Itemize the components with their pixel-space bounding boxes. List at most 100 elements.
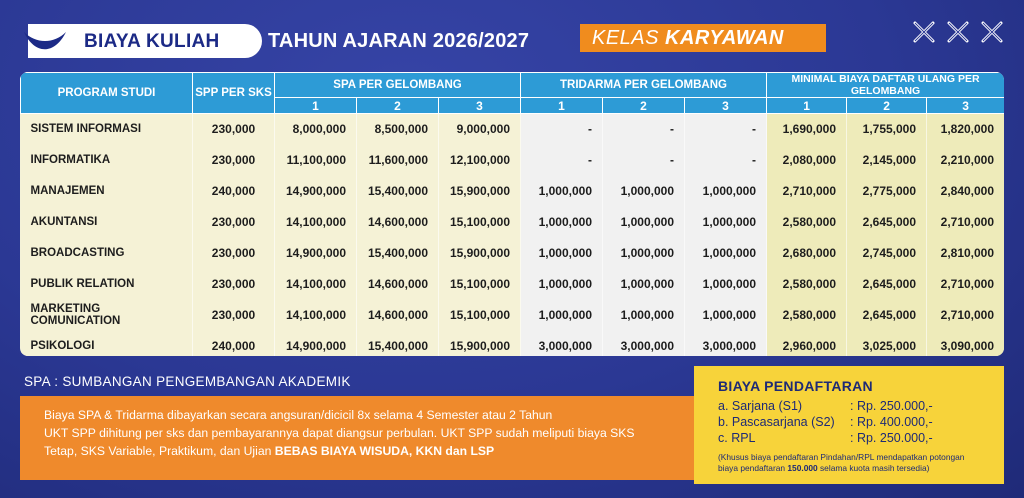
registration-label: b. Pascasarjana (S2) <box>718 415 835 429</box>
daftar-ulang-cell: 2,645,000 <box>846 268 928 300</box>
spa-cell: 15,900,000 <box>438 330 522 356</box>
tridarma-cell: 3,000,000 <box>684 330 768 356</box>
daftar-ulang-cell: 2,680,000 <box>766 237 848 269</box>
cross-icon <box>913 21 935 43</box>
tridarma-cell: 1,000,000 <box>520 237 604 269</box>
spa-cell: 15,400,000 <box>356 330 439 356</box>
header-wave: 2 <box>846 97 928 114</box>
daftar-ulang-cell: 2,810,000 <box>926 237 1004 269</box>
tridarma-cell: 1,000,000 <box>520 175 604 207</box>
program-name-cell: BROADCASTING <box>20 237 193 269</box>
registration-label: a. Sarjana (S1) <box>718 399 803 413</box>
fee-table-container: PROGRAM STUDI SPP PER SKS SPA PER GELOMB… <box>20 72 1004 356</box>
fee-table: PROGRAM STUDI SPP PER SKS SPA PER GELOMB… <box>20 72 1004 356</box>
info-line-text: Tetap, SKS Variable, Praktikum, dan Ujia… <box>44 444 275 458</box>
registration-note-text: selama kuota masih tersedia) <box>817 463 930 473</box>
header-wave: 3 <box>684 97 768 114</box>
spp-cell: 230,000 <box>192 113 275 145</box>
daftar-ulang-cell: 2,580,000 <box>766 299 848 331</box>
registration-value: : Rp. 250.000,- <box>850 431 933 445</box>
daftar-ulang-cell: 2,645,000 <box>846 206 928 238</box>
daftar-ulang-cell: 2,840,000 <box>926 175 1004 207</box>
table-row: MARKETING COMUNICATION 230,000 14,100,000 1… <box>20 299 1004 331</box>
registration-note: (Khusus biaya pendaftaran Pindahan/RPL m… <box>718 452 1004 474</box>
daftar-ulang-cell: 2,710,000 <box>766 175 848 207</box>
daftar-ulang-cell: 1,820,000 <box>926 113 1004 145</box>
tridarma-cell: 1,000,000 <box>520 206 604 238</box>
daftar-ulang-cell: 3,025,000 <box>846 330 928 356</box>
program-name-cell: PSIKOLOGI <box>20 330 193 356</box>
spa-cell: 15,100,000 <box>438 206 522 238</box>
spa-cell: 11,100,000 <box>274 144 357 176</box>
program-name-cell: INFORMATIKA <box>20 144 193 176</box>
program-name-cell: AKUNTANSI <box>20 206 193 238</box>
daftar-ulang-cell: 1,690,000 <box>766 113 848 145</box>
spa-cell: 11,600,000 <box>356 144 439 176</box>
daftar-ulang-cell: 2,080,000 <box>766 144 848 176</box>
spa-abbreviation-note: SPA : SUMBANGAN PENGEMBANGAN AKADEMIK <box>24 374 351 389</box>
payment-info-box: Biaya SPA & Tridarma dibayarkan secara a… <box>20 396 694 480</box>
tridarma-cell: 1,000,000 <box>520 268 604 300</box>
spa-cell: 14,900,000 <box>274 175 357 207</box>
spa-cell: 14,900,000 <box>274 237 357 269</box>
tridarma-cell: 1,000,000 <box>602 237 686 269</box>
tridarma-cell: 1,000,000 <box>602 175 686 207</box>
header-wave: 3 <box>926 97 1004 114</box>
spa-cell: 14,600,000 <box>356 206 439 238</box>
registration-fee-box: BIAYA PENDAFTARAN a. Sarjana (S1) : Rp. … <box>694 366 1004 484</box>
header-wave: 1 <box>766 97 848 114</box>
registration-note-amount: 150.000 <box>787 463 818 473</box>
daftar-ulang-cell: 2,645,000 <box>846 299 928 331</box>
daftar-ulang-cell: 1,755,000 <box>846 113 928 145</box>
tridarma-cell: 1,000,000 <box>684 237 768 269</box>
tridarma-cell: 1,000,000 <box>684 175 768 207</box>
header-wave: 1 <box>520 97 604 114</box>
program-name-cell: PUBLIK RELATION <box>20 268 193 300</box>
cross-icon <box>947 21 969 43</box>
info-line-highlight: BEBAS BIAYA WISUDA, KKN dan LSP <box>274 444 495 458</box>
registration-label: c. RPL <box>718 431 756 445</box>
table-row: SISTEM INFORMASI 230,000 8,000,000 8,500,00… <box>20 113 1004 145</box>
tridarma-cell: 1,000,000 <box>602 268 686 300</box>
spp-cell: 230,000 <box>192 268 275 300</box>
tridarma-cell: 1,000,000 <box>520 299 604 331</box>
program-name-cell: MANAJEMEN <box>20 175 193 207</box>
registration-value: : Rp. 400.000,- <box>850 415 933 429</box>
header-wave: 3 <box>437 97 522 114</box>
tridarma-cell: 1,000,000 <box>602 206 686 238</box>
tridarma-cell: 1,000,000 <box>602 299 686 331</box>
spa-cell: 14,100,000 <box>274 299 357 331</box>
registration-item: a. Sarjana (S1) : Rp. 250.000,- <box>718 398 1004 414</box>
table-row: INFORMATIKA 230,000 11,100,000 11,600,000 12… <box>20 144 1004 176</box>
program-name-cell: MARKETING COMUNICATION <box>20 299 193 331</box>
header-wave: 2 <box>602 97 686 114</box>
tridarma-cell: - <box>602 144 686 176</box>
class-badge: KELAS KARYAWAN <box>580 24 826 52</box>
spa-cell: 12,100,000 <box>438 144 522 176</box>
daftar-ulang-cell: 2,775,000 <box>846 175 928 207</box>
class-badge-prefix: KELAS <box>592 27 659 49</box>
tridarma-cell: 3,000,000 <box>520 330 604 356</box>
title-banner: BIAYA KULIAH <box>24 24 262 58</box>
spp-cell: 240,000 <box>192 330 275 356</box>
spa-cell: 9,000,000 <box>438 113 522 145</box>
tridarma-cell: - <box>520 144 604 176</box>
spp-cell: 230,000 <box>192 237 275 269</box>
logo-leaf-icon <box>24 32 66 50</box>
tridarma-cell: - <box>684 144 768 176</box>
tridarma-cell: 3,000,000 <box>602 330 686 356</box>
tridarma-cell: 1,000,000 <box>684 206 768 238</box>
table-row: AKUNTANSI 230,000 14,100,000 14,600,000 15,1… <box>20 206 1004 238</box>
spa-cell: 14,600,000 <box>356 299 439 331</box>
daftar-ulang-cell: 2,710,000 <box>926 299 1004 331</box>
daftar-ulang-cell: 2,710,000 <box>926 268 1004 300</box>
header-wave: 2 <box>356 97 439 114</box>
spa-cell: 15,400,000 <box>356 237 439 269</box>
spa-cell: 14,900,000 <box>274 330 357 356</box>
class-badge-type: KARYAWAN <box>665 27 784 49</box>
registration-note-text: biaya pendaftaran <box>718 463 788 473</box>
registration-item: c. RPL : Rp. 250.000,- <box>718 430 1004 446</box>
registration-item: b. Pascasarjana (S2) : Rp. 400.000,- <box>718 414 1004 430</box>
info-line: UKT SPP dihitung per sks dan pembayarann… <box>44 426 635 440</box>
spp-cell: 230,000 <box>192 299 275 331</box>
